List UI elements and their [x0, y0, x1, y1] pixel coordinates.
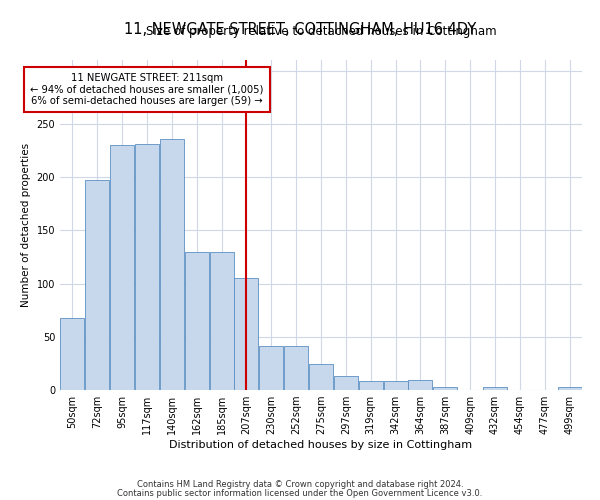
- Bar: [483, 387, 507, 390]
- Bar: [61, 318, 85, 390]
- Bar: [185, 252, 209, 390]
- Bar: [284, 346, 308, 390]
- Bar: [359, 382, 383, 390]
- Bar: [383, 382, 407, 390]
- Bar: [309, 364, 333, 390]
- Bar: [235, 278, 259, 390]
- Text: 11, NEWGATE STREET, COTTINGHAM, HU16 4DY: 11, NEWGATE STREET, COTTINGHAM, HU16 4DY: [124, 22, 476, 38]
- Bar: [110, 145, 134, 390]
- Bar: [334, 376, 358, 390]
- X-axis label: Distribution of detached houses by size in Cottingham: Distribution of detached houses by size …: [169, 440, 473, 450]
- Bar: [433, 387, 457, 390]
- Y-axis label: Number of detached properties: Number of detached properties: [21, 143, 31, 307]
- Bar: [135, 144, 159, 390]
- Text: Contains HM Land Registry data © Crown copyright and database right 2024.: Contains HM Land Registry data © Crown c…: [137, 480, 463, 489]
- Bar: [85, 180, 109, 390]
- Title: Size of property relative to detached houses in Cottingham: Size of property relative to detached ho…: [146, 25, 496, 38]
- Bar: [557, 387, 581, 390]
- Text: 11 NEWGATE STREET: 211sqm
← 94% of detached houses are smaller (1,005)
6% of sem: 11 NEWGATE STREET: 211sqm ← 94% of detac…: [31, 73, 263, 106]
- Text: Contains public sector information licensed under the Open Government Licence v3: Contains public sector information licen…: [118, 489, 482, 498]
- Bar: [160, 139, 184, 390]
- Bar: [259, 346, 283, 390]
- Bar: [409, 380, 433, 390]
- Bar: [209, 252, 233, 390]
